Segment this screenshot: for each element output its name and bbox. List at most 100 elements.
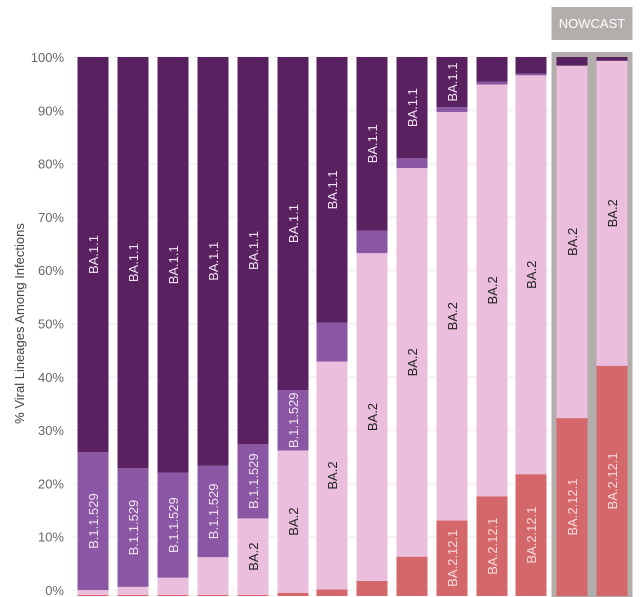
bar-segment-b-1-1-529 bbox=[157, 472, 189, 578]
bar-segment-ba-2-12-1 bbox=[356, 580, 388, 596]
bar-segment-ba-2 bbox=[396, 168, 428, 557]
bar-segment-ba-2-12-1 bbox=[556, 418, 588, 596]
bar-segment-b-1-1-529 bbox=[277, 390, 309, 451]
y-tick-label: 10% bbox=[38, 530, 64, 545]
y-tick-label: 40% bbox=[38, 370, 64, 385]
segment-label: BA.1.1 bbox=[206, 242, 221, 281]
segment-label: BA.2.12.1 bbox=[524, 507, 539, 564]
bar-segment-ba-1-1 bbox=[556, 57, 588, 66]
y-tick-label: 70% bbox=[38, 210, 64, 225]
bar-stack bbox=[515, 57, 547, 596]
bar-segment-ba-2 bbox=[356, 253, 388, 581]
segment-label: BA.2 bbox=[565, 228, 580, 256]
y-tick-label: 80% bbox=[38, 157, 64, 172]
segment-label: BA.2.12.1 bbox=[485, 518, 500, 575]
bar-segment-ba-1-1 bbox=[596, 57, 628, 61]
bar-stack bbox=[237, 57, 269, 596]
bar-segment-ba-1-1 bbox=[316, 57, 348, 323]
bar-stack bbox=[596, 57, 628, 596]
bar-stack bbox=[77, 57, 109, 596]
bar-segment-ba-2 bbox=[77, 590, 109, 595]
segment-label: BA.1.1 bbox=[86, 235, 101, 274]
bar-segment-ba-2 bbox=[436, 111, 468, 521]
segment-label: B.1.1.529 bbox=[126, 500, 141, 556]
segment-label: BA.1.1 bbox=[365, 124, 380, 163]
y-axis-title: % Viral Lineages Among Infections bbox=[12, 223, 27, 424]
segment-label: BA.1.1 bbox=[246, 231, 261, 270]
y-tick-label: 60% bbox=[38, 263, 64, 278]
segment-label: BA.1.1 bbox=[166, 245, 181, 284]
segment-label: BA.2 bbox=[325, 461, 340, 489]
bar-segment-ba-1-1 bbox=[356, 57, 388, 231]
bar-segment-ba-2-12-1 bbox=[237, 594, 269, 596]
bar-stack bbox=[436, 57, 468, 596]
bar-stack bbox=[157, 57, 189, 596]
bar-segment-ba-1-1 bbox=[277, 57, 309, 391]
bar-segment-ba-1-1 bbox=[396, 57, 428, 159]
segment-label: BA.2.12.1 bbox=[445, 530, 460, 587]
bar-segment-ba-2 bbox=[316, 361, 348, 590]
gridlines bbox=[72, 56, 632, 591]
bar-stack bbox=[316, 57, 348, 596]
bar-segment-ba-2-12-1 bbox=[396, 556, 428, 596]
bar-stack bbox=[476, 57, 508, 596]
bar-segment-b-1-1-529 bbox=[356, 230, 388, 254]
bar-segment-b-1-1-529 bbox=[237, 444, 269, 519]
bar-segment-ba-2-12-1 bbox=[515, 474, 547, 596]
segment-label: BA.2 bbox=[405, 348, 420, 376]
bar-segment-ba-2-12-1 bbox=[316, 589, 348, 596]
bar-stack bbox=[356, 57, 388, 596]
bar-segment-ba-1-1 bbox=[157, 57, 189, 473]
y-tick-label: 100% bbox=[31, 50, 65, 65]
segment-label: BA.2 bbox=[605, 199, 620, 227]
bar-stack bbox=[117, 57, 149, 596]
bar-segment-ba-2 bbox=[117, 586, 149, 595]
bar-segment-ba-1-1 bbox=[237, 57, 269, 445]
bar-segment-ba-2 bbox=[596, 60, 628, 366]
bar-segment-ba-1-1 bbox=[77, 57, 109, 453]
bar-segment-ba-2 bbox=[277, 450, 309, 593]
bar-stack bbox=[556, 57, 588, 596]
bar-segment-ba-1-1 bbox=[436, 57, 468, 108]
bar-segment-ba-2-12-1 bbox=[157, 594, 189, 596]
segment-label: BA.2 bbox=[246, 543, 261, 571]
bar-segment-ba-2-12-1 bbox=[596, 365, 628, 596]
bar-segment-ba-2-12-1 bbox=[436, 520, 468, 596]
segment-label: BA.2 bbox=[365, 403, 380, 431]
bar-segment-ba-2 bbox=[237, 518, 269, 595]
bar-segment-b-1-1-529 bbox=[117, 468, 149, 587]
bar-segment-ba-2-12-1 bbox=[117, 594, 149, 596]
bar-segment-ba-1-1 bbox=[117, 57, 149, 469]
segment-label: BA.2.12.1 bbox=[565, 479, 580, 536]
segment-label: BA.1.1 bbox=[405, 88, 420, 127]
bars bbox=[77, 57, 628, 596]
y-tick-label: 0% bbox=[45, 583, 64, 597]
segment-label: BA.2.12.1 bbox=[605, 452, 620, 509]
nowcast-label: NOWCAST bbox=[559, 16, 626, 31]
bar-segment-ba-1-1 bbox=[197, 57, 229, 466]
bar-segment-ba-2 bbox=[556, 65, 588, 419]
bar-segment-ba-1-1 bbox=[476, 57, 508, 82]
bar-segment-ba-2-12-1 bbox=[77, 594, 109, 596]
segment-label: B.1.1.529 bbox=[286, 392, 301, 448]
y-axis-ticks: 0% 10% 20% 30% 40% 50% 60% 70% 80% 90% 100% bbox=[31, 50, 65, 597]
bar-segment-ba-1-1 bbox=[515, 57, 547, 74]
segment-label: BA.2 bbox=[485, 276, 500, 304]
segment-label: BA.1.1 bbox=[325, 170, 340, 209]
segment-label: BA.1.1 bbox=[445, 63, 460, 102]
segment-label: BA.1.1 bbox=[286, 204, 301, 243]
bar-segment-b-1-1-529 bbox=[476, 81, 508, 85]
y-tick-label: 20% bbox=[38, 476, 64, 491]
segment-label: BA.2 bbox=[524, 261, 539, 289]
bar-segment-ba-2-12-1 bbox=[476, 496, 508, 596]
segment-label: B.1.1.529 bbox=[246, 453, 261, 509]
segment-labels: BA.1.1 B.1.1.529 BA.1.1 B.1.1.529 BA.1.1 B.1.… bbox=[86, 63, 620, 587]
segment-label: BA.1.1 bbox=[126, 243, 141, 282]
y-tick-label: 50% bbox=[38, 317, 64, 332]
bar-segment-ba-2-12-1 bbox=[277, 592, 309, 596]
bar-segment-ba-2 bbox=[157, 577, 189, 595]
bar-segment-ba-2 bbox=[197, 557, 229, 595]
bar-segment-b-1-1-529 bbox=[515, 73, 547, 76]
bar-stack bbox=[277, 57, 309, 596]
